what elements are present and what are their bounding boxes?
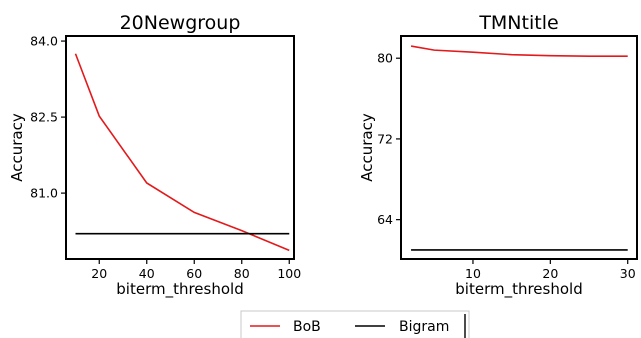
panel0-ylabel: Accuracy [8,113,26,182]
panel0-title: 20Newgroup [120,12,241,34]
panel1-xlabel: biterm_threshold [455,280,582,299]
panel0-ytick-label: 81.0 [30,186,58,201]
legend-label-bigram: Bigram [399,319,449,335]
panel1-xtick-label: 30 [620,266,636,281]
panel0-xtick-label: 100 [277,266,301,281]
panel0-ytick-label: 84.0 [30,34,58,49]
panel0-ytick-label: 82.5 [30,110,58,125]
panel0-xlabel: biterm_threshold [116,280,243,299]
legend-frame [240,310,470,338]
panel0-xtick-label: 20 [91,266,107,281]
legend: BoB Bigram [240,310,470,338]
panel0-plot-frame [65,35,295,260]
panel1-title: TMNtitle [478,12,558,34]
panel0-xtick-label: 40 [139,266,155,281]
panel1-xtick-label: 10 [465,266,481,281]
panel0-series-bob [74,53,290,252]
panel1-ytick-label: 64 [377,212,393,227]
legend-label-bob: BoB [293,319,321,335]
panel0-xtick-label: 60 [186,266,202,281]
panel1-ytick-label: 80 [377,51,393,66]
panel1-ytick-label: 72 [377,131,393,146]
panel1-series-bob [410,45,628,57]
panel1-ylabel: Accuracy [358,113,376,182]
panel0-xtick-label: 80 [234,266,250,281]
panel-tmntitle: 10 20 30 64 72 80 TMNtitle biterm_threshold Accu… [358,12,638,299]
panel1-plot-frame [400,35,638,260]
panel1-xtick-label: 20 [542,266,558,281]
panel-20newgroup: 20 40 60 80 100 81.0 82.5 84.0 20Newgroup biterm_… [8,12,301,299]
